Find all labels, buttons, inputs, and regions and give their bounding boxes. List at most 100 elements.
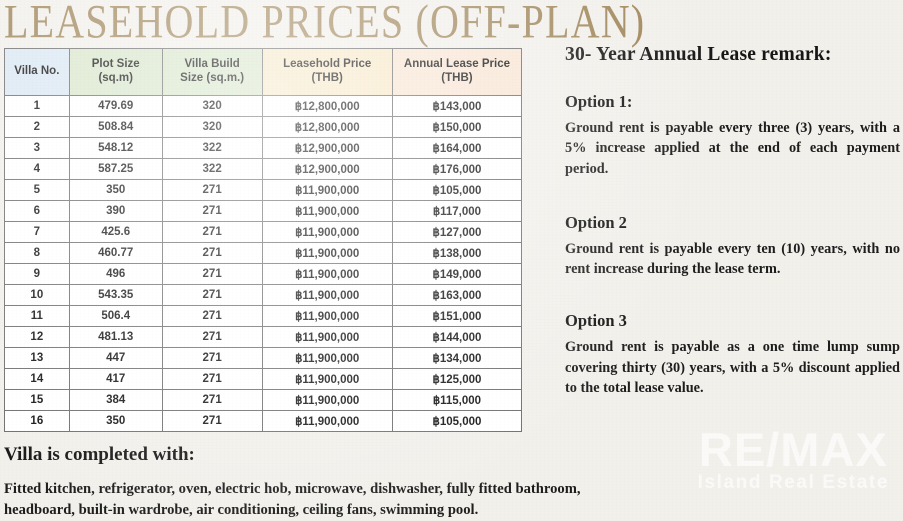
cell-annual-lease-price: ฿125,000 [391, 368, 523, 390]
cell-villa-no: 14 [4, 368, 70, 390]
cell-plot-size: 350 [68, 410, 163, 432]
cell-build-size: 322 [161, 158, 263, 180]
remax-tagline-text: Island Real Estate [697, 472, 889, 494]
column-header-plot-size: Plot Size (sq.m) [68, 48, 163, 96]
cell-build-size: 271 [161, 410, 263, 432]
cell-leasehold-price: ฿11,900,000 [261, 389, 393, 411]
option-2-heading: Option 2 [565, 212, 627, 232]
cell-villa-no: 1 [4, 95, 70, 117]
cell-build-size: 271 [161, 263, 263, 285]
option-3-body: Ground rent is payable as a one time lum… [565, 339, 900, 397]
cell-leasehold-price: ฿11,900,000 [261, 347, 393, 369]
option-3-heading: Option 3 [565, 311, 627, 331]
cell-plot-size: 384 [68, 389, 163, 411]
cell-villa-no: 16 [4, 410, 70, 432]
cell-villa-no: 4 [4, 158, 70, 180]
cell-leasehold-price: ฿11,900,000 [261, 410, 393, 432]
cell-plot-size: 350 [68, 179, 163, 201]
cell-build-size: 320 [161, 95, 263, 117]
column-header-leasehold-line1: Leasehold Price [283, 58, 372, 71]
column-header-plot-size-line2: (sq.m) [98, 72, 133, 84]
cell-plot-size: 548.12 [68, 137, 163, 159]
cell-annual-lease-price: ฿105,000 [391, 179, 523, 201]
cell-plot-size: 496 [68, 263, 163, 285]
cell-villa-no: 2 [4, 116, 70, 138]
cell-annual-lease-price: ฿117,000 [391, 200, 523, 222]
leasehold-price-table-container: Villa No. Plot Size (sq.m) Villa Build S… [4, 48, 523, 432]
table-header-row: Villa No. Plot Size (sq.m) Villa Build S… [4, 48, 523, 96]
cell-leasehold-price: ฿11,900,000 [261, 200, 393, 222]
cell-annual-lease-price: ฿151,000 [391, 305, 523, 327]
cell-villa-no: 8 [4, 242, 70, 264]
cell-build-size: 271 [161, 326, 263, 348]
completed-with-body: Fitted kitchen, refrigerator, oven, elec… [4, 481, 581, 519]
option-2-block: Option 2 Ground rent is payable every te… [565, 213, 900, 280]
cell-villa-no: 11 [4, 305, 70, 327]
cell-annual-lease-price: ฿115,000 [391, 389, 523, 411]
cell-leasehold-price: ฿12,800,000 [261, 116, 393, 138]
table-row: 16 350 271 ฿11,900,000 ฿105,000 [4, 410, 523, 432]
table-row: 2 508.84 320 ฿12,800,000 ฿150,000 [4, 116, 523, 138]
cell-villa-no: 7 [4, 221, 70, 243]
cell-build-size: 271 [161, 221, 263, 243]
cell-leasehold-price: ฿11,900,000 [261, 326, 393, 348]
cell-villa-no: 5 [4, 179, 70, 201]
table-row: 3 548.12 322 ฿12,900,000 ฿164,000 [4, 137, 523, 159]
column-header-villa-no-line1: Villa No. [14, 65, 60, 78]
cell-annual-lease-price: ฿163,000 [391, 284, 523, 306]
cell-plot-size: 417 [68, 368, 163, 390]
option-1-body: Ground rent is payable every three (3) y… [565, 120, 900, 177]
table-row: 5 350 271 ฿11,900,000 ฿105,000 [4, 179, 523, 201]
table-row: 4 587.25 322 ฿12,900,000 ฿176,000 [4, 158, 523, 180]
cell-build-size: 271 [161, 305, 263, 327]
cell-villa-no: 10 [4, 284, 70, 306]
table-row: 10 543.35 271 ฿11,900,000 ฿163,000 [4, 284, 523, 306]
cell-leasehold-price: ฿11,900,000 [261, 305, 393, 327]
cell-build-size: 320 [161, 116, 263, 138]
table-row: 8 460.77 271 ฿11,900,000 ฿138,000 [4, 242, 523, 264]
cell-build-size: 271 [161, 347, 263, 369]
column-header-villa-no: Villa No. [4, 48, 70, 96]
page-title: LEASEHOLD PRICES (OFF-PLAN) [4, 0, 646, 49]
cell-leasehold-price: ฿11,900,000 [261, 263, 393, 285]
option-1-block: Option 1: Ground rent is payable every t… [565, 92, 900, 179]
cell-build-size: 271 [161, 284, 263, 306]
remax-brand-text: RE/MAX [698, 422, 888, 476]
column-header-plot-size-line1: Plot Size [91, 58, 140, 71]
table-row: 1 479.69 320 ฿12,800,000 ฿143,000 [4, 95, 523, 117]
leasehold-price-table: Villa No. Plot Size (sq.m) Villa Build S… [4, 48, 523, 432]
cell-villa-no: 6 [4, 200, 70, 222]
cell-annual-lease-price: ฿149,000 [391, 263, 523, 285]
column-header-villa-build-size: Villa Build Size (sq.m.) [161, 48, 263, 96]
cell-annual-lease-price: ฿176,000 [391, 158, 523, 180]
column-header-annual-line1: Annual Lease Price [403, 58, 510, 71]
table-header: Villa No. Plot Size (sq.m) Villa Build S… [4, 48, 523, 96]
cell-leasehold-price: ฿11,900,000 [261, 284, 393, 306]
table-row: 12 481.13 271 ฿11,900,000 ฿144,000 [4, 326, 523, 348]
cell-annual-lease-price: ฿144,000 [391, 326, 523, 348]
option-2-body: Ground rent is payable every ten (10) ye… [565, 240, 900, 278]
column-header-annual-line2: (THB) [441, 72, 473, 84]
cell-plot-size: 543.35 [68, 284, 163, 306]
table-row: 15 384 271 ฿11,900,000 ฿115,000 [4, 389, 523, 411]
cell-villa-no: 15 [4, 389, 70, 411]
column-header-build-size-line2: Size (sq.m.) [180, 72, 245, 84]
cell-plot-size: 479.69 [68, 95, 163, 117]
table-row: 6 390 271 ฿11,900,000 ฿117,000 [4, 200, 523, 222]
remarks-title: 30- Year Annual Lease remark: [565, 44, 832, 65]
cell-leasehold-price: ฿11,900,000 [261, 179, 393, 201]
lease-remarks-panel: 30- Year Annual Lease remark: Option 1: … [565, 44, 900, 412]
cell-plot-size: 587.25 [68, 158, 163, 180]
cell-annual-lease-price: ฿138,000 [391, 242, 523, 264]
cell-villa-no: 13 [4, 347, 70, 369]
cell-build-size: 322 [161, 137, 263, 159]
table-row: 9 496 271 ฿11,900,000 ฿149,000 [4, 263, 523, 285]
villa-completed-panel: Villa is completed with: Fitted kitchen,… [4, 444, 604, 521]
remax-watermark: RE/MAX Island Real Estate [697, 422, 889, 495]
cell-build-size: 271 [161, 368, 263, 390]
cell-leasehold-price: ฿11,900,000 [261, 242, 393, 264]
table-row: 11 506.4 271 ฿11,900,000 ฿151,000 [4, 305, 523, 327]
cell-plot-size: 390 [68, 200, 163, 222]
cell-annual-lease-price: ฿134,000 [391, 347, 523, 369]
column-header-annual-lease-price: Annual Lease Price (THB) [391, 48, 523, 96]
